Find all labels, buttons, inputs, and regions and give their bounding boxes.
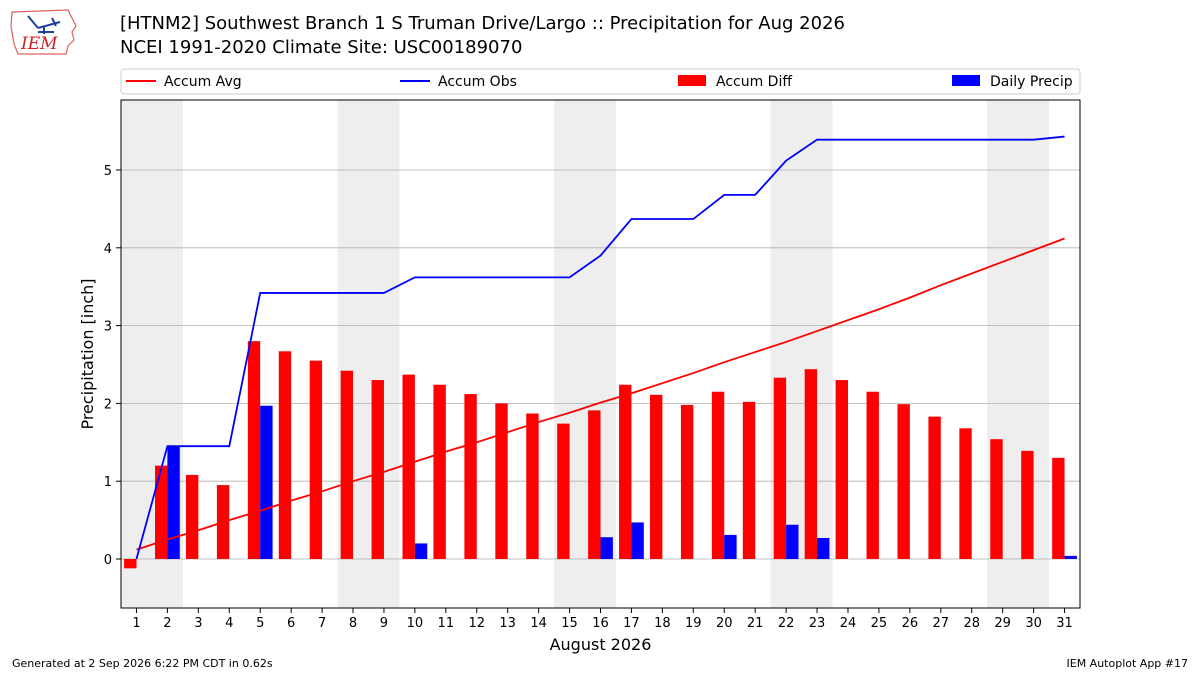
y-tick-label: 3	[104, 320, 112, 335]
legend-label: Daily Precip	[990, 74, 1073, 90]
x-tick-label: 17	[623, 616, 640, 631]
y-tick-label: 2	[104, 397, 112, 412]
x-tick-label: 26	[902, 616, 919, 631]
accum-diff-bar	[1052, 457, 1065, 559]
accum-diff-bar	[557, 423, 570, 559]
daily-precip-bar	[786, 524, 799, 559]
daily-precip-bar	[260, 405, 273, 559]
logo-text: IEM	[20, 34, 58, 54]
accum-diff-bar	[464, 394, 477, 559]
accum-diff-bar	[1021, 450, 1034, 559]
y-axis-label: Precipitation [inch]	[78, 278, 97, 429]
x-tick-label: 23	[809, 616, 826, 631]
accum-diff-bar	[433, 384, 446, 559]
accum-diff-bar	[247, 341, 261, 559]
accum-diff-bar	[959, 428, 972, 559]
legend-box	[120, 68, 1081, 95]
accum-diff-bar	[155, 465, 168, 559]
x-tick-label: 1	[132, 616, 140, 631]
x-tick-label: 29	[994, 616, 1011, 631]
x-tick-label: 16	[592, 616, 609, 631]
x-axis-label: August 2026	[550, 635, 652, 654]
x-tick-label: 9	[380, 616, 388, 631]
x-tick-label: 19	[685, 616, 702, 631]
x-tick-label: 13	[499, 616, 516, 631]
x-tick-label: 2	[163, 616, 171, 631]
generated-note: Generated at 2 Sep 2026 6:22 PM CDT in 0…	[12, 657, 273, 670]
weather-station-icon	[27, 15, 61, 34]
chart-title: [HTNM2] Southwest Branch 1 S Truman Driv…	[120, 13, 845, 34]
legend-swatch-bar	[678, 75, 706, 86]
accum-diff-bar	[278, 351, 292, 559]
daily-precip-bar	[414, 543, 428, 559]
accum-diff-bar	[866, 391, 879, 559]
legend-label: Accum Obs	[438, 74, 517, 90]
accum-diff-bar	[649, 394, 663, 559]
x-tick-label: 3	[194, 616, 202, 631]
daily-precip-bar	[1064, 555, 1077, 559]
accum-diff-bar	[928, 416, 941, 559]
x-tick-label: 15	[561, 616, 578, 631]
x-tick-label: 10	[407, 616, 424, 631]
accum-diff-bar	[990, 439, 1003, 559]
accum-diff-bar	[773, 377, 787, 559]
x-tick-label: 11	[438, 616, 455, 631]
daily-precip-bar	[631, 522, 644, 559]
accum-diff-bar	[619, 384, 632, 559]
accum-diff-bar	[526, 413, 539, 559]
x-tick-label: 21	[747, 616, 764, 631]
accum-diff-bar	[742, 401, 756, 559]
daily-precip-bar	[600, 537, 613, 559]
x-tick-label: 7	[318, 616, 326, 631]
x-tick-label: 6	[287, 616, 295, 631]
legend-label: Accum Avg	[164, 74, 242, 90]
legend-label: Accum Diff	[716, 74, 792, 90]
y-tick-label: 1	[104, 475, 112, 490]
accum-diff-bar	[340, 370, 354, 559]
x-tick-label: 31	[1056, 616, 1073, 631]
x-tick-label: 14	[530, 616, 547, 631]
accum-diff-bar	[804, 369, 818, 559]
x-tick-label: 18	[654, 616, 671, 631]
accum-diff-bar	[897, 404, 910, 559]
x-tick-label: 25	[871, 616, 888, 631]
accum-diff-bar	[495, 403, 508, 559]
accum-diff-bar	[185, 474, 199, 559]
x-tick-label: 30	[1025, 616, 1042, 631]
chart-subtitle: NCEI 1991-2020 Climate Site: USC00189070	[120, 37, 523, 58]
x-tick-label: 20	[716, 616, 733, 631]
accum-diff-bar	[124, 558, 137, 569]
app-label: IEM Autoplot App #17	[1066, 657, 1189, 670]
x-tick-label: 27	[933, 616, 950, 631]
accum-obs-line	[135, 135, 1065, 560]
x-tick-label: 12	[468, 616, 485, 631]
x-tick-label: 28	[963, 616, 980, 631]
accum-diff-bar	[371, 380, 384, 559]
legend-swatch-bar	[952, 75, 980, 86]
x-tick-label: 24	[840, 616, 857, 631]
daily-precip-bar	[817, 537, 830, 559]
y-tick-label: 5	[104, 164, 112, 179]
x-tick-label: 8	[349, 616, 357, 631]
y-tick-label: 4	[104, 242, 112, 257]
accum-diff-bar	[711, 391, 725, 559]
accum-diff-bar	[835, 380, 848, 559]
y-tick-label: 0	[104, 553, 112, 568]
x-tick-label: 5	[256, 616, 264, 631]
accum-diff-bar	[680, 404, 694, 559]
daily-precip-bar	[167, 446, 180, 559]
accum-diff-bar	[402, 374, 415, 559]
daily-precip-bar	[724, 534, 737, 559]
accum-diff-bar	[588, 410, 601, 559]
iem-logo: IEM	[10, 9, 77, 55]
x-tick-label: 22	[778, 616, 795, 631]
accum-avg-line	[136, 237, 1065, 551]
x-tick-label: 4	[225, 616, 233, 631]
accum-diff-bar	[309, 360, 323, 559]
